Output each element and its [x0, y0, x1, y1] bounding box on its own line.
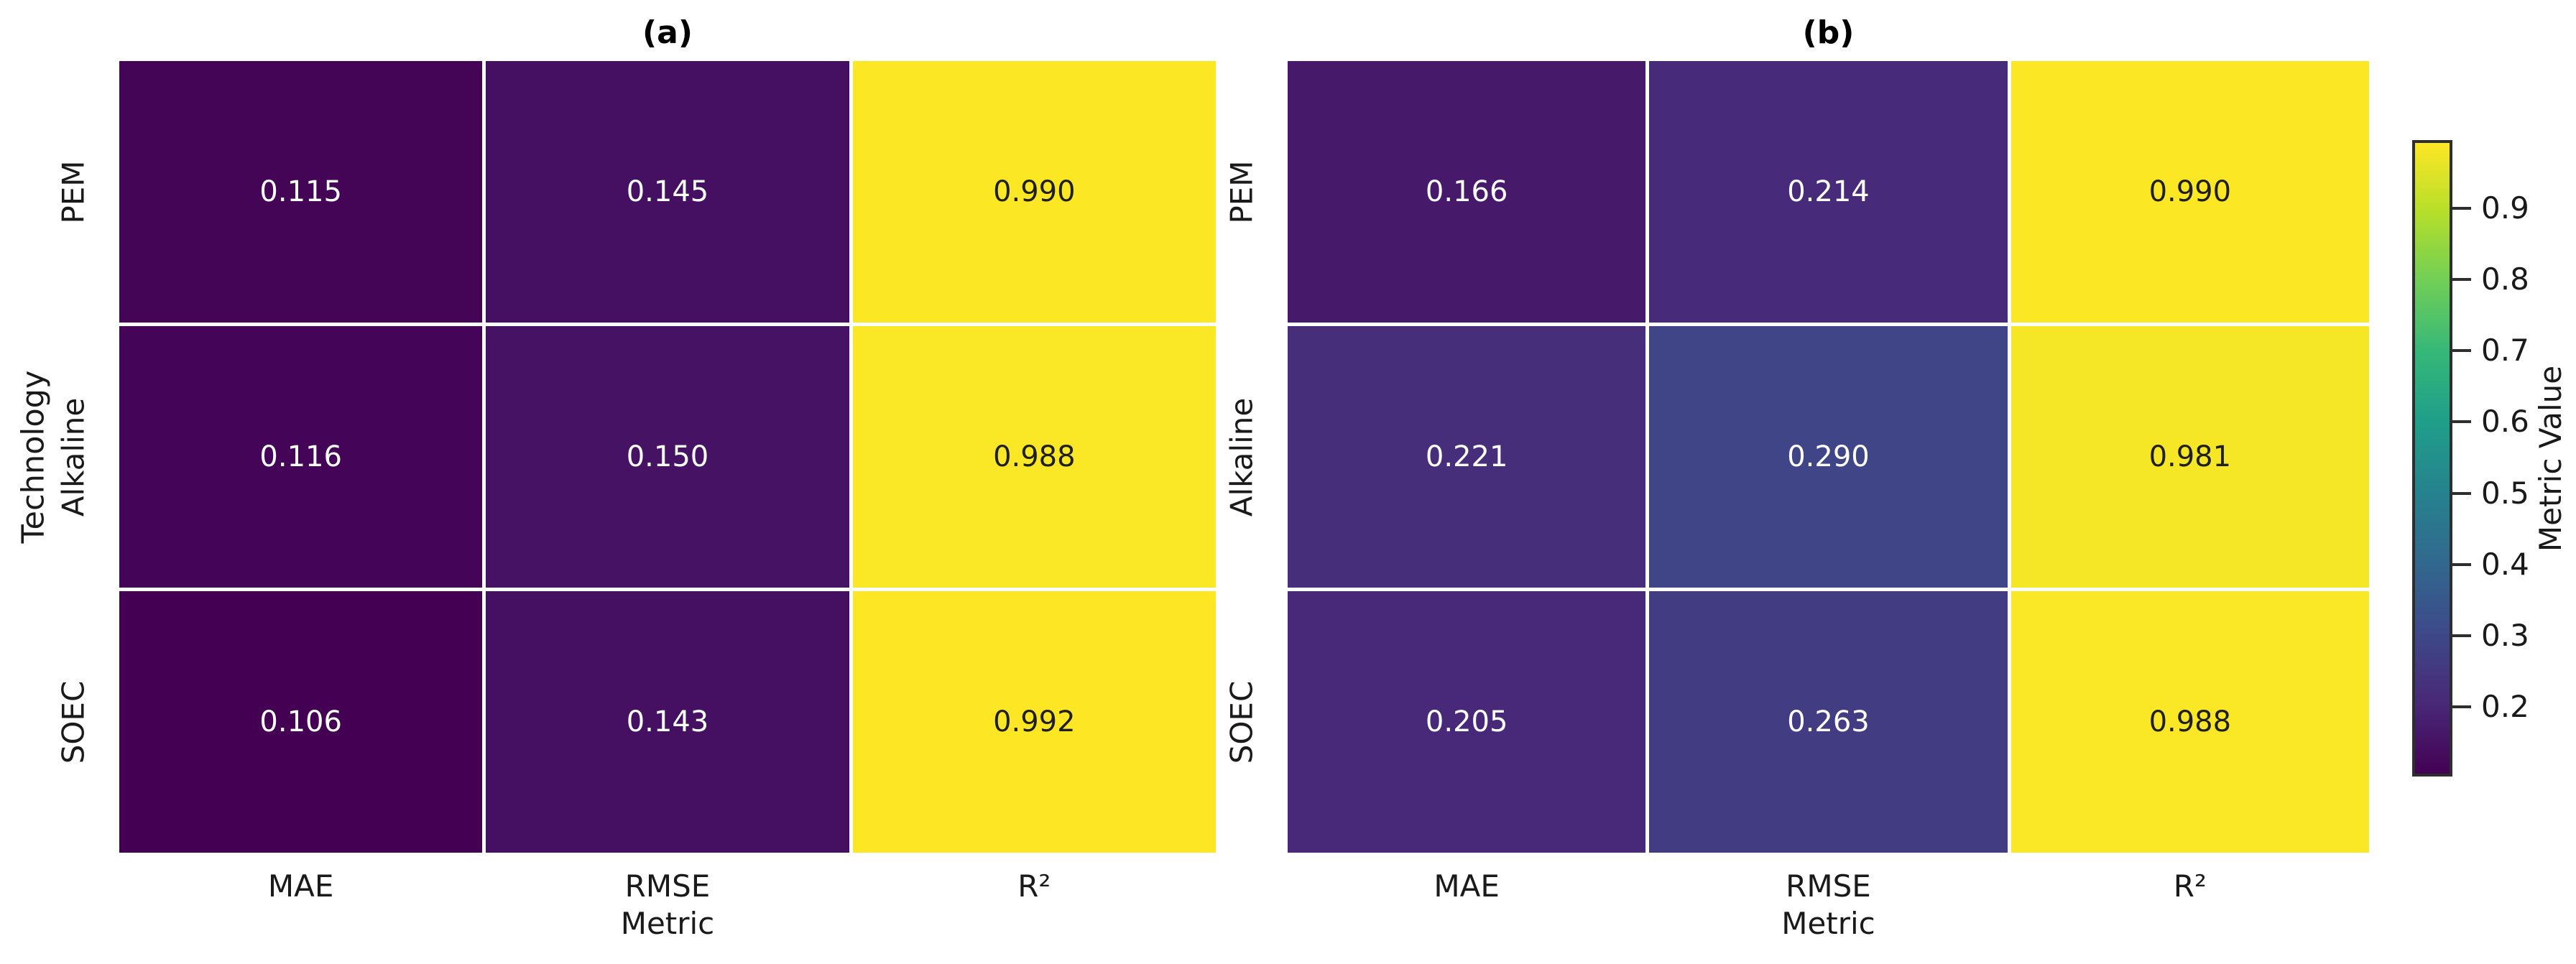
y-tick-label: Alkaline [1207, 326, 1276, 588]
panel-b-title: (b) [1802, 14, 1855, 51]
heatmap-cell: 0.116 [119, 326, 483, 588]
x-tick-label: R² [1017, 868, 1051, 904]
y-tick-label-text: SOEC [55, 680, 91, 764]
heatmap-cell: 0.988 [2011, 591, 2369, 853]
colorbar-tick-label: 0.5 [2481, 475, 2529, 511]
colorbar-tick-label: 0.4 [2481, 546, 2529, 582]
colorbar-tick-mark [2450, 562, 2471, 566]
heatmap-cell: 0.981 [2011, 326, 2369, 588]
y-tick-label: PEM [39, 61, 108, 323]
heatmap-cell: 0.221 [1288, 326, 1646, 588]
y-tick-label-text: Alkaline [55, 397, 91, 516]
colorbar-tick-mark [2450, 491, 2471, 495]
heatmap-cell: 0.263 [1649, 591, 2008, 853]
heatmap-cell: 0.205 [1288, 591, 1646, 853]
y-tick-label-text: Alkaline [1224, 397, 1260, 516]
heatmap-cell: 0.290 [1649, 326, 2008, 588]
y-tick-label: Alkaline [39, 326, 108, 588]
y-tick-label-text: SOEC [1224, 680, 1260, 764]
colorbar-tick-label: 0.2 [2481, 688, 2529, 724]
x-tick-label: R² [2173, 868, 2207, 904]
x-tick-label: MAE [1434, 868, 1500, 904]
heatmap-cell: 0.166 [1288, 61, 1646, 323]
heatmap-cell: 0.992 [852, 591, 1216, 853]
y-tick-label: SOEC [39, 591, 108, 853]
colorbar-tick-mark [2450, 705, 2471, 708]
colorbar-tick-mark [2450, 634, 2471, 637]
y-tick-label-text: PEM [1224, 159, 1260, 224]
colorbar-tick-mark [2450, 349, 2471, 353]
y-tick-label: SOEC [1207, 591, 1276, 853]
heatmap-cell: 0.990 [2011, 61, 2369, 323]
panel-b-heatmap: 0.166 0.214 0.990 0.221 0.290 0.981 0.205 0.263… [1288, 61, 2369, 853]
y-tick-label-text: PEM [55, 159, 91, 224]
panel-a-heatmap: 0.115 0.145 0.990 0.116 0.150 0.988 0.106 0.143… [119, 61, 1216, 853]
panel-a-x-axis-label: Metric [620, 906, 715, 941]
panel-b-x-axis-label: Metric [1781, 906, 1875, 941]
colorbar-tick-label: 0.8 [2481, 261, 2529, 297]
heatmap-cell: 0.115 [119, 61, 483, 323]
x-tick-label: RMSE [1786, 868, 1871, 904]
colorbar-label: Metric Value [2519, 140, 2576, 777]
y-tick-label: PEM [1207, 61, 1276, 323]
colorbar-tick-label: 0.3 [2481, 617, 2529, 653]
heatmap-cell: 0.988 [852, 326, 1216, 588]
x-tick-label: RMSE [624, 868, 711, 904]
colorbar-tick-label: 0.6 [2481, 404, 2529, 440]
colorbar [2412, 140, 2452, 777]
heatmap-cell: 0.990 [852, 61, 1216, 323]
heatmap-cell: 0.106 [119, 591, 483, 853]
heatmap-cell: 0.143 [486, 591, 849, 853]
colorbar-tick-label: 0.7 [2481, 333, 2529, 369]
colorbar-tick-mark [2450, 207, 2471, 210]
heatmap-cell: 0.145 [486, 61, 849, 323]
colorbar-label-text: Metric Value [2533, 365, 2569, 552]
colorbar-tick-label: 0.9 [2481, 190, 2529, 226]
panel-a-title: (a) [642, 14, 693, 51]
colorbar-tick-mark [2450, 278, 2471, 282]
heatmap-cell: 0.214 [1649, 61, 2008, 323]
x-tick-label: MAE [267, 868, 334, 904]
heatmap-cell: 0.150 [486, 326, 849, 588]
colorbar-tick-mark [2450, 420, 2471, 424]
